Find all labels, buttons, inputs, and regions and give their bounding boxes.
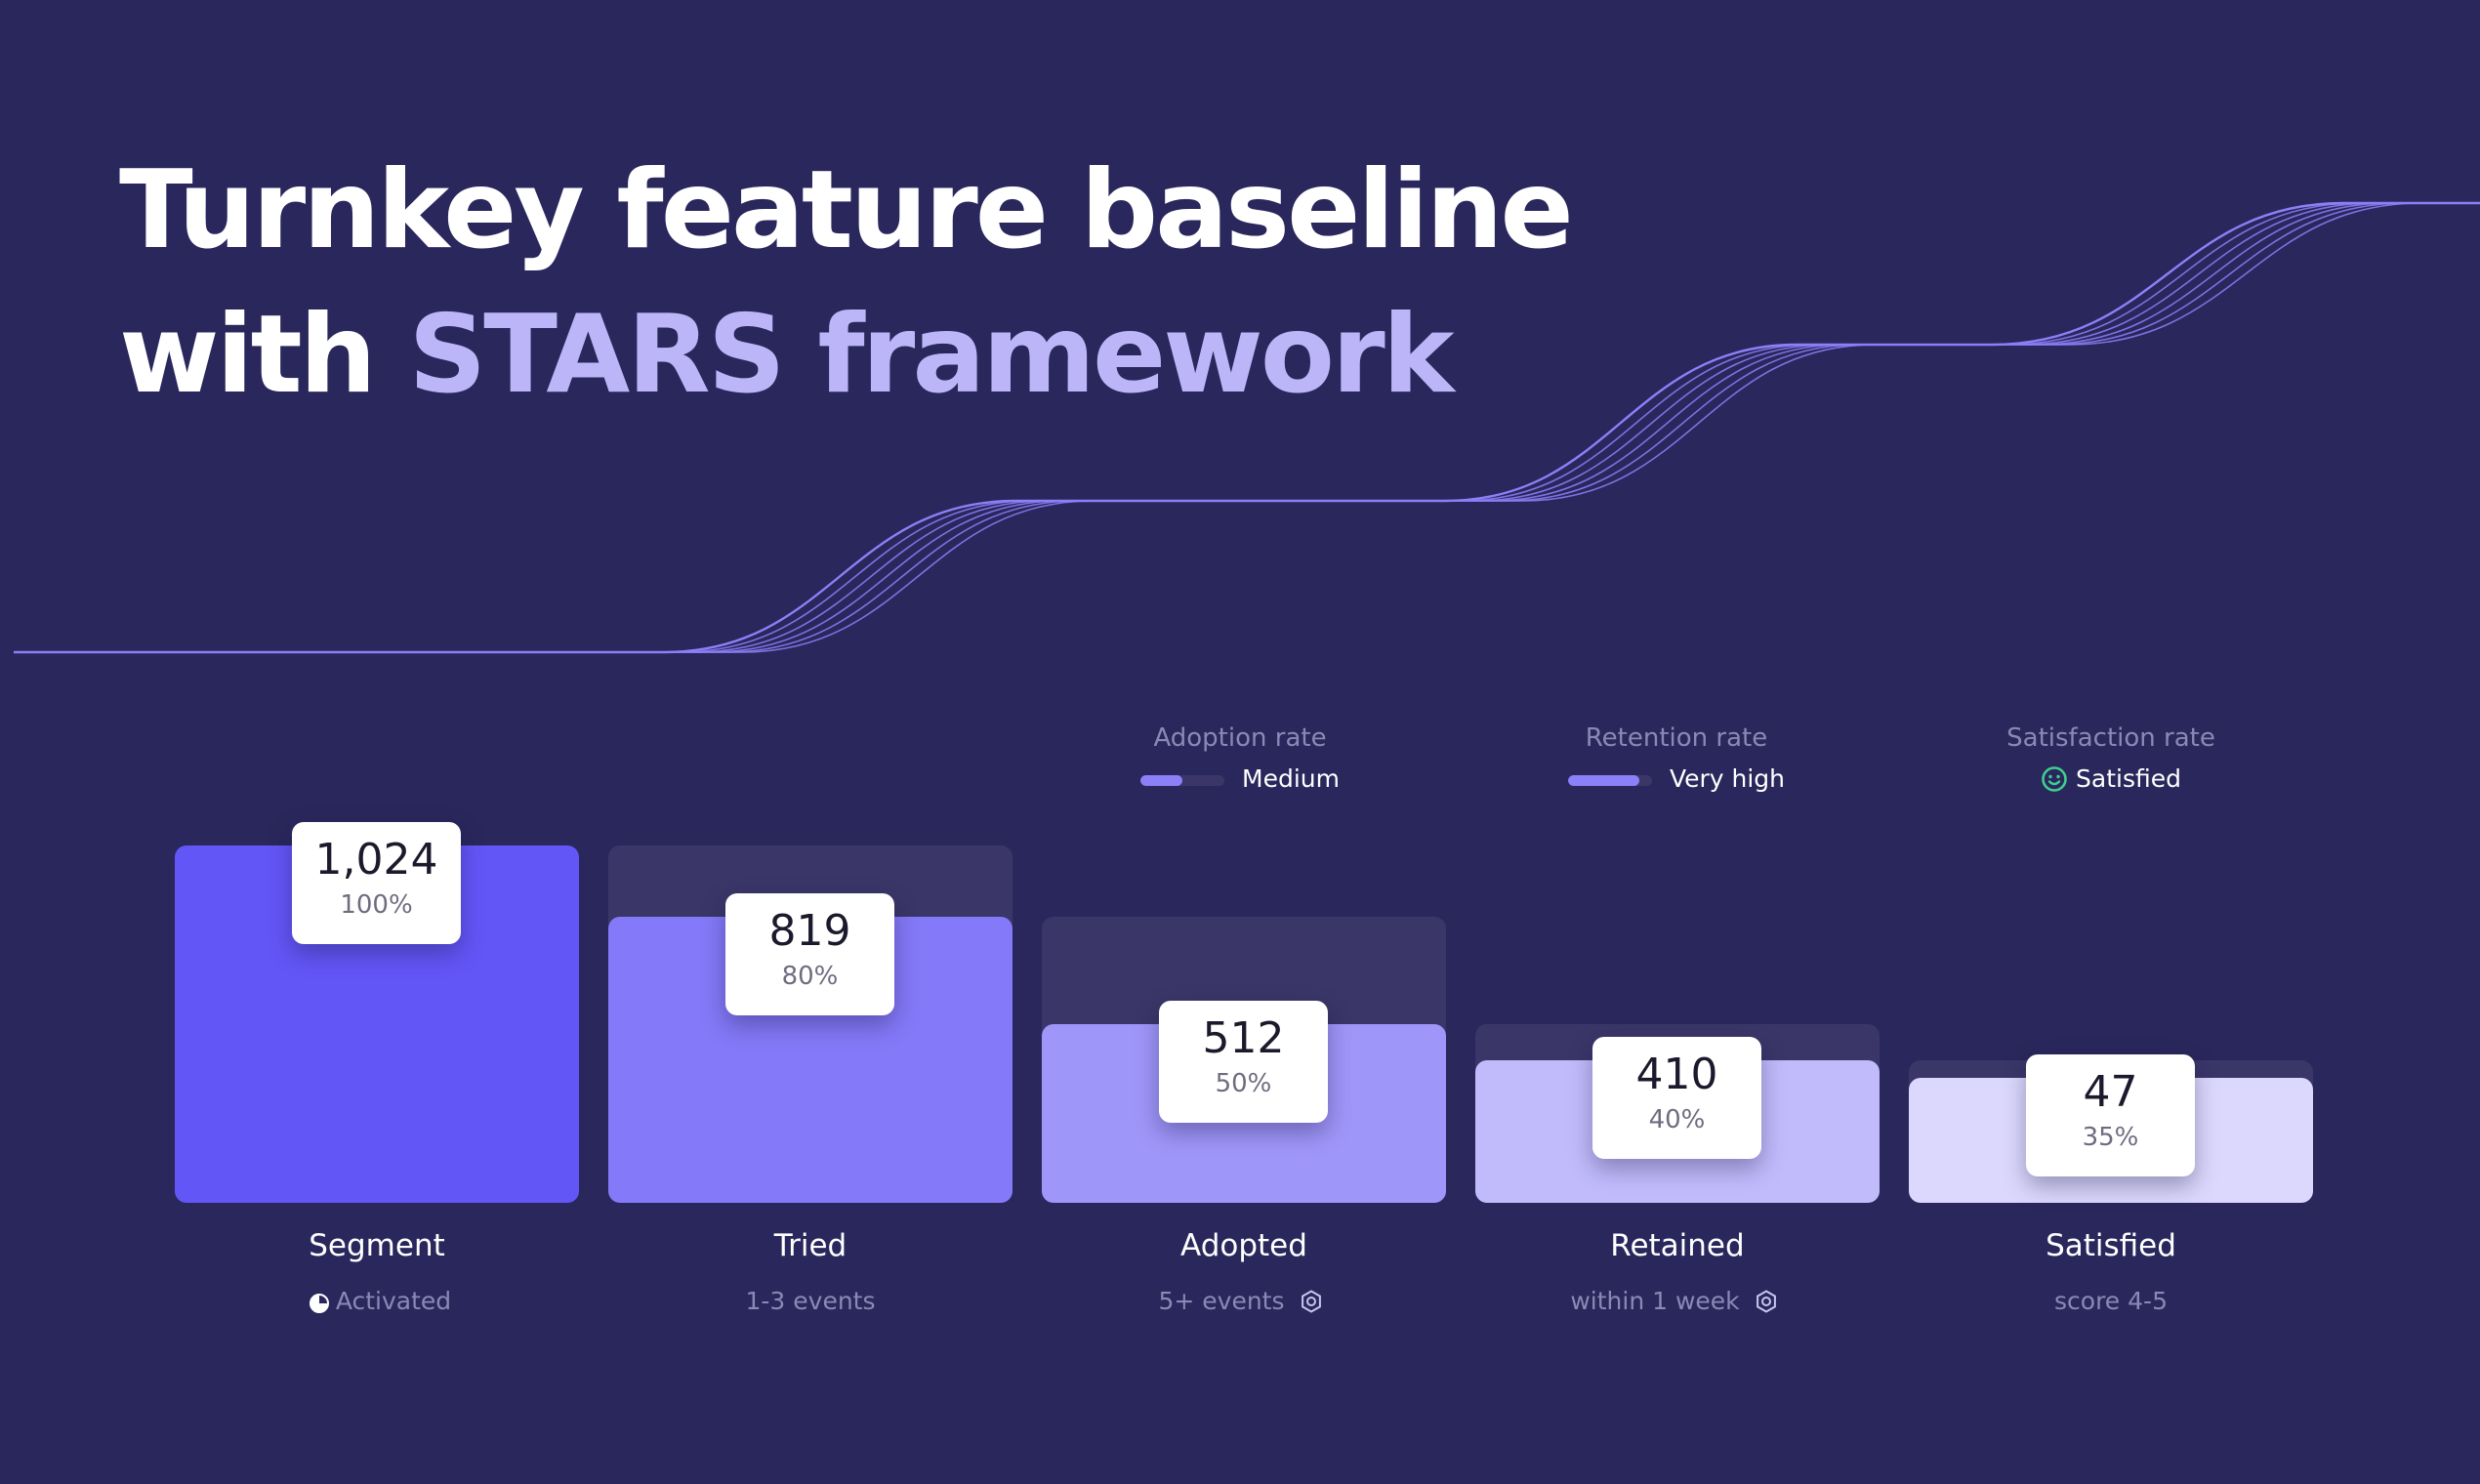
value-card: 819 80% (725, 893, 894, 1016)
category-label: Adopted (1180, 1228, 1307, 1263)
stage-subtitle: score 4-5 (1909, 1287, 2313, 1315)
metric-label: Retention rate (1585, 723, 1768, 753)
metric-retention: Retention rate Very high (1501, 721, 1852, 797)
step-curve-line (664, 202, 2376, 653)
stage-subtitle: 5+ events (1042, 1287, 1446, 1320)
category-label: Satisfied (2046, 1228, 2176, 1263)
meter-bar-icon (1140, 774, 1225, 786)
gear-icon[interactable] (1299, 1289, 1324, 1320)
stage-subtitle-text: Activated (335, 1287, 452, 1315)
value-label: 410 (1635, 1049, 1718, 1099)
step-curve-line (664, 202, 2391, 653)
stage-subtitle: 1-3 events (608, 1287, 1013, 1315)
metric-value-text: Satisfied (2076, 764, 2181, 793)
headline-line1: Turnkey feature baseline (119, 147, 1574, 273)
category-label: Segment (309, 1228, 445, 1263)
metric-value: Medium (1140, 762, 1340, 797)
metric-label: Adoption rate (1153, 723, 1327, 753)
metric-adoption: Adoption rate Medium (1064, 721, 1416, 797)
percent-label: 50% (1215, 1069, 1272, 1098)
stage-subtitle-text: within 1 week (1570, 1287, 1740, 1315)
stage-subtitle-text: 1-3 events (745, 1287, 876, 1315)
headline-accent: STARS framework (408, 292, 1454, 418)
value-label: 819 (768, 906, 851, 957)
metric-value-text: Very high (1669, 764, 1786, 793)
step-curve-line (14, 201, 2480, 654)
percent-label: 80% (781, 962, 839, 992)
metric-value-text: Medium (1242, 764, 1340, 793)
meter-bar-icon (1567, 774, 1652, 786)
stage-subtitle-text: 5+ events (1158, 1287, 1285, 1315)
pie-icon (309, 1292, 330, 1320)
value-card: 512 50% (1159, 1001, 1328, 1123)
metric-label: Satisfaction rate (2006, 723, 2215, 753)
percent-label: 100% (340, 890, 413, 920)
step-curve-line (664, 202, 2407, 653)
stage-subtitle: Activated (175, 1287, 579, 1320)
value-label: 47 (2083, 1066, 2138, 1117)
decorative-step-curves (14, 201, 2480, 654)
smile-icon (2042, 766, 2067, 792)
percent-label: 35% (2082, 1122, 2139, 1152)
metric-value: Satisfied (2041, 762, 2181, 797)
metric-satisfaction: Satisfaction rate Satisfied (1935, 721, 2287, 797)
value-label: 1,024 (314, 835, 438, 885)
step-curve-line (664, 202, 2360, 653)
percent-label: 40% (1648, 1104, 1706, 1134)
stage-subtitle: within 1 week (1475, 1287, 1880, 1320)
value-card: 47 35% (2026, 1053, 2195, 1176)
value-card: 1,024 100% (292, 822, 461, 944)
stage-subtitle-text: score 4-5 (2054, 1287, 2168, 1315)
metric-value: Very high (1567, 762, 1786, 797)
step-curve-line (664, 202, 2422, 653)
headline-line2-plain: with (119, 292, 377, 418)
headline: Turnkey feature baseline with STARS frame… (119, 139, 1574, 428)
value-label: 512 (1202, 1013, 1285, 1063)
value-card: 410 40% (1592, 1036, 1761, 1159)
category-label: Retained (1610, 1228, 1745, 1263)
category-label: Tried (773, 1228, 847, 1263)
gear-icon[interactable] (1754, 1289, 1779, 1320)
